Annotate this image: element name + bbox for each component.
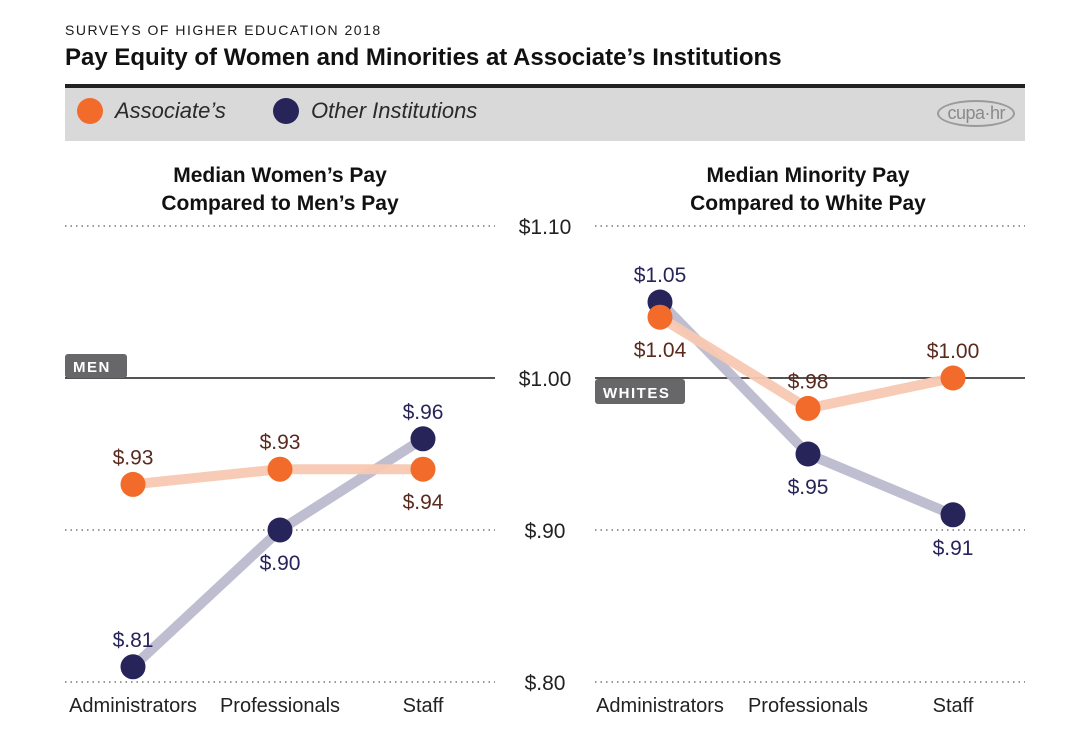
- data-label: $.81: [113, 629, 154, 652]
- y-tick-label: $1.00: [519, 368, 572, 391]
- legend-label: Other Institutions: [311, 98, 478, 123]
- orange-dot-icon: [77, 98, 103, 124]
- data-point-other: [410, 426, 436, 452]
- data-label: $1.00: [927, 340, 980, 363]
- legend-item-other: Other Institutions: [273, 98, 477, 124]
- category-label: Professionals: [220, 695, 340, 717]
- data-point-associates: [940, 365, 966, 391]
- data-label: $1.05: [634, 264, 687, 287]
- data-label: $.95: [788, 476, 829, 499]
- navy-dot-icon: [273, 98, 299, 124]
- y-tick-label: $.90: [525, 520, 566, 543]
- data-point-other: [795, 441, 821, 467]
- data-label: $.93: [113, 446, 154, 469]
- category-label: Staff: [933, 695, 974, 717]
- data-point-other: [940, 502, 966, 528]
- legend-item-associates: Associate’s: [77, 98, 226, 124]
- category-label: Professionals: [748, 695, 868, 717]
- category-label: Administrators: [69, 695, 197, 717]
- data-label: $.98: [788, 370, 829, 393]
- panel-title: Compared to Men’s Pay: [161, 192, 399, 215]
- data-label: $.91: [933, 537, 974, 560]
- data-label: $.93: [260, 431, 301, 454]
- series-line-associates: [657, 312, 955, 414]
- reference-tag-label: WHITES: [603, 385, 670, 402]
- chart-title: Pay Equity of Women and Minorities at As…: [65, 44, 782, 71]
- data-point-associates: [120, 471, 146, 497]
- y-tick-label: $1.10: [519, 216, 572, 239]
- data-label: $.94: [403, 491, 444, 514]
- category-label: Staff: [403, 695, 444, 717]
- legend: Associate’s Other Institutions cupa·hr: [65, 84, 1025, 141]
- data-point-other: [267, 517, 293, 543]
- report-kicker: SURVEYS OF HIGHER EDUCATION 2018: [65, 22, 382, 38]
- reference-tag: [65, 354, 127, 378]
- category-label: Administrators: [596, 695, 724, 717]
- data-point-associates: [647, 304, 673, 330]
- reference-tag-label: MEN: [73, 359, 111, 376]
- y-tick-label: $.80: [525, 672, 566, 695]
- data-point-associates: [410, 456, 436, 482]
- data-point-other: [120, 654, 146, 680]
- cupa-hr-logo: cupa·hr: [937, 100, 1015, 127]
- legend-label: Associate’s: [115, 98, 226, 123]
- data-label: $.96: [403, 401, 444, 424]
- reference-tag: [595, 379, 685, 404]
- data-point-associates: [267, 456, 293, 482]
- data-label: $.90: [260, 552, 301, 575]
- data-point-associates: [795, 395, 821, 421]
- panel-title: Median Minority Pay: [706, 164, 909, 187]
- panel-title: Median Women’s Pay: [173, 164, 387, 187]
- data-label: $1.04: [634, 339, 687, 362]
- panel-title: Compared to White Pay: [690, 192, 926, 215]
